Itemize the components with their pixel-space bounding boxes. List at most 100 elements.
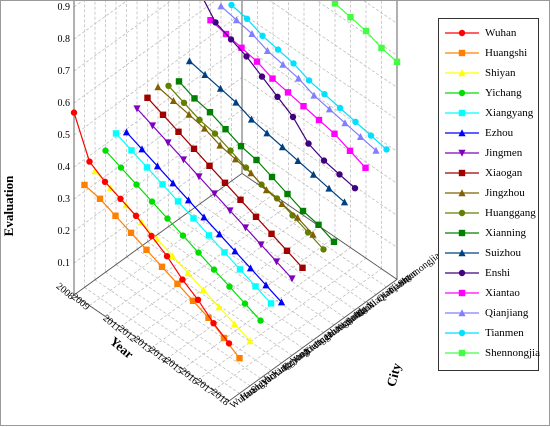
y-axis-title: City	[383, 361, 404, 388]
data-point	[227, 36, 235, 43]
data-point	[299, 264, 306, 271]
data-point	[294, 74, 303, 82]
data-point	[205, 314, 212, 321]
z-tick-label: 0.1	[58, 258, 71, 269]
data-point	[356, 133, 365, 140]
data-point	[70, 109, 78, 116]
data-point	[164, 215, 171, 222]
data-point	[174, 198, 182, 205]
data-point	[277, 298, 286, 306]
legend-swatch	[445, 29, 479, 37]
data-point	[128, 147, 135, 154]
legend-swatch	[445, 289, 479, 297]
data-point	[309, 230, 317, 238]
data-point	[228, 1, 235, 9]
data-point	[132, 212, 140, 219]
data-point	[227, 147, 234, 154]
data-point	[179, 156, 188, 164]
data-point	[305, 77, 313, 84]
legend-swatch	[445, 109, 479, 117]
floor-grid-line	[105, 271, 261, 379]
legend-label: Suizhou	[485, 247, 522, 259]
data-point	[190, 215, 197, 222]
data-point	[336, 171, 343, 178]
floor-grid-line	[89, 183, 258, 306]
data-point	[362, 164, 369, 171]
data-point	[315, 221, 322, 228]
legend-label: Xiantao	[485, 287, 520, 299]
data-point	[247, 169, 255, 177]
data-point	[320, 246, 327, 253]
data-point	[200, 213, 208, 221]
series-huanggang	[165, 82, 327, 253]
data-point	[96, 195, 104, 202]
legend-marker	[458, 169, 466, 177]
data-point	[263, 129, 271, 137]
data-point	[222, 126, 229, 133]
floor-grid-line	[151, 226, 320, 349]
legend-marker	[458, 89, 466, 97]
data-point	[158, 263, 166, 270]
data-point	[210, 266, 218, 273]
legend-marker	[458, 309, 466, 317]
data-point	[226, 283, 233, 290]
data-point	[159, 111, 167, 118]
data-point	[241, 300, 249, 307]
data-point	[195, 249, 202, 256]
legend-swatch	[445, 149, 479, 157]
legend-marker	[458, 269, 466, 277]
data-point	[206, 109, 214, 116]
data-point	[194, 296, 202, 303]
legend-swatch	[445, 229, 479, 237]
legend-swatch	[445, 189, 479, 197]
year-tick-label: 2009	[69, 292, 91, 313]
data-point	[169, 97, 178, 104]
data-point	[216, 141, 224, 149]
data-point	[179, 232, 187, 239]
data-point	[232, 16, 241, 24]
data-point	[122, 128, 131, 136]
z-tick-label: 0.9	[58, 2, 71, 13]
data-point	[243, 53, 250, 60]
data-point	[179, 276, 186, 283]
legend-swatch	[445, 129, 479, 137]
data-point	[169, 179, 177, 187]
legend-marker	[458, 129, 466, 137]
series-xiangyang	[112, 130, 275, 307]
legend-label: Yichang	[485, 87, 522, 99]
z-tick-label: 0.2	[58, 226, 71, 237]
legend-item: Huangshi	[439, 45, 538, 61]
data-point	[243, 15, 251, 22]
data-point	[269, 75, 276, 82]
series-line	[231, 4, 387, 150]
legend-label: Xiangyang	[485, 107, 534, 119]
legend-swatch	[445, 209, 479, 217]
wall-grid-line	[73, 12, 398, 136]
data-point	[236, 266, 244, 273]
floor-grid-line	[210, 195, 366, 303]
series-layer	[70, 1, 401, 362]
legend-label: Shennongjia	[485, 347, 540, 359]
wall-grid-line	[73, 1, 83, 8]
series-xiaogan	[144, 94, 306, 271]
data-point	[211, 130, 219, 137]
data-point	[215, 303, 223, 311]
data-point	[378, 44, 385, 52]
data-point	[284, 190, 291, 198]
legend-item: Jingmen	[439, 145, 538, 161]
legend-label: Enshi	[485, 267, 511, 279]
data-point	[216, 84, 225, 92]
data-point	[310, 91, 318, 99]
legend-swatch	[445, 89, 479, 97]
data-point	[200, 124, 209, 132]
data-point	[331, 130, 338, 137]
floor-grid-line	[120, 204, 289, 328]
floor-grid-line	[197, 257, 367, 381]
legend-item: Xiaogan	[439, 165, 538, 181]
legend-item: Xianning	[439, 225, 538, 241]
legend-marker	[458, 189, 466, 197]
data-point	[257, 317, 264, 324]
series-wuhan	[70, 109, 233, 347]
legend-marker	[458, 149, 466, 157]
